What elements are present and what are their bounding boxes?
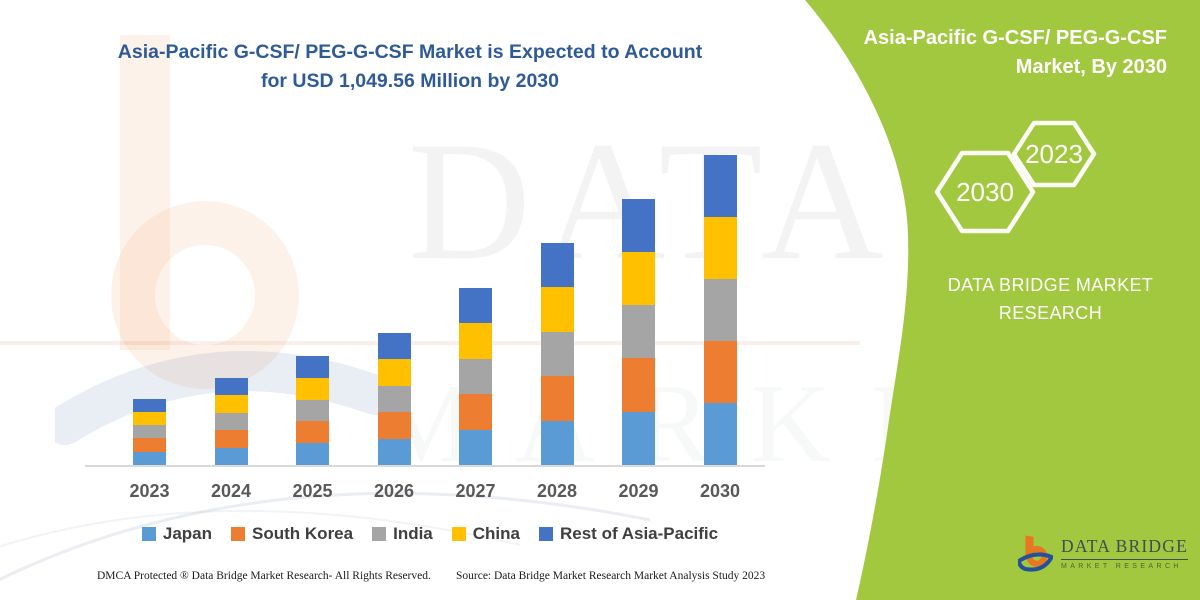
bar-segment-china xyxy=(296,377,329,400)
legend-label: South Korea xyxy=(252,524,354,543)
bar-segment-japan xyxy=(133,451,166,465)
bar-segment-japan xyxy=(459,429,492,465)
bar-segment-south-korea xyxy=(459,394,492,430)
legend-item-japan: Japan xyxy=(141,524,213,544)
chart-title: Asia-Pacific G-CSF/ PEG-G-CSF Market is … xyxy=(95,38,725,97)
panel-brand-text: DATA BRIDGE MARKET RESEARCH xyxy=(928,272,1173,328)
bar-segment-china xyxy=(703,217,737,279)
bar-segment-japan xyxy=(214,447,248,465)
bar-segment-rest-of-asia-pacific xyxy=(133,398,166,412)
bar-segment-china xyxy=(622,251,655,306)
bar-2023 xyxy=(133,398,166,465)
databridge-logo: DATA BRIDGE MARKET RESEARCH xyxy=(1018,524,1188,582)
hexagon-2030-label: 2030 xyxy=(956,177,1014,207)
bar-segment-japan xyxy=(622,411,655,465)
bar-segment-india xyxy=(377,385,411,413)
bar-segment-china xyxy=(377,359,411,386)
chart-legend: Japan South Korea India China Rest of Asia-P… xyxy=(85,521,775,547)
legend-swatch-icon xyxy=(451,527,466,541)
bar-segment-rest-of-asia-pacific xyxy=(377,333,411,360)
bar-segment-china xyxy=(459,323,492,359)
legend-label: India xyxy=(393,524,433,543)
legend-swatch-icon xyxy=(372,527,387,541)
chart-title-line2: for USD 1,049.56 Million by 2030 xyxy=(260,70,560,93)
bar-segment-south-korea xyxy=(540,376,574,421)
bar-segment-india xyxy=(622,305,655,359)
hexagon-2023-icon xyxy=(1011,120,1097,188)
bar-segment-india xyxy=(296,399,329,422)
panel-heading-line2: Market, By 2030 xyxy=(1015,56,1167,78)
databridge-logo-name: DATA BRIDGE xyxy=(1060,536,1188,560)
panel-heading-line1: Asia-Pacific G-CSF/ PEG-G-CSF xyxy=(863,27,1167,49)
x-axis-labels: 2023 2024 2025 2026 2027 2028 2029 2030 xyxy=(85,481,765,505)
databridge-logo-subtext: MARKET RESEARCH xyxy=(1060,563,1182,570)
footer-source: Source: Data Bridge Market Research Mark… xyxy=(456,570,766,582)
panel-brand-line1: DATA BRIDGE MARKET xyxy=(947,275,1154,295)
bar-2027 xyxy=(459,287,492,465)
bar-2025 xyxy=(296,356,329,465)
footer-copyright: DMCA Protected ® Data Bridge Market Rese… xyxy=(97,570,431,582)
x-axis-label-2025: 2025 xyxy=(292,481,333,501)
bar-segment-china xyxy=(540,287,574,332)
databridge-logo-b-icon xyxy=(1018,535,1053,572)
legend-label: Rest of Asia-Pacific xyxy=(560,524,719,543)
bar-segment-japan xyxy=(703,403,737,465)
bar-segment-india xyxy=(133,425,166,439)
bar-segment-rest-of-asia-pacific xyxy=(296,356,329,378)
bar-segment-india xyxy=(540,331,574,377)
legend-swatch-icon xyxy=(231,527,246,541)
legend-item-india: India xyxy=(372,524,433,544)
x-axis-label-2028: 2028 xyxy=(536,481,578,501)
x-axis-label-2030: 2030 xyxy=(699,481,741,501)
bar-2030 xyxy=(703,155,737,465)
bar-segment-south-korea xyxy=(622,358,655,412)
bar-2029 xyxy=(622,198,655,465)
bar-2028 xyxy=(540,243,574,465)
bar-segment-south-korea xyxy=(377,412,411,439)
bar-segment-rest-of-asia-pacific xyxy=(622,198,655,252)
bar-segment-rest-of-asia-pacific xyxy=(459,287,492,323)
x-axis-label-2024: 2024 xyxy=(210,481,252,501)
legend-label: China xyxy=(472,524,520,543)
watermark-band xyxy=(0,341,860,345)
bar-2024 xyxy=(214,378,248,465)
bar-segment-south-korea xyxy=(133,438,166,452)
legend-item-china: China xyxy=(451,524,520,544)
bar-segment-japan xyxy=(540,420,574,465)
year-hexagons: 2030 2023 xyxy=(934,120,1097,234)
legend-swatch-icon xyxy=(141,527,156,541)
bar-segment-south-korea xyxy=(214,430,248,448)
x-axis-label-2027: 2027 xyxy=(455,481,496,501)
bar-segment-india xyxy=(459,358,492,394)
bar-segment-india xyxy=(703,279,737,341)
x-axis-label-2026: 2026 xyxy=(373,481,415,501)
bar-segment-china xyxy=(133,411,166,426)
panel-heading: Asia-Pacific G-CSF/ PEG-G-CSF Market, By… xyxy=(837,24,1167,82)
bar-segment-rest-of-asia-pacific xyxy=(214,378,248,396)
panel-brand-line2: RESEARCH xyxy=(998,302,1103,323)
x-axis-label-2023: 2023 xyxy=(129,481,170,501)
hexagon-2030-icon xyxy=(934,150,1036,234)
bar-segment-south-korea xyxy=(296,421,329,444)
bar-segment-china xyxy=(214,395,248,413)
x-axis-label-2029: 2029 xyxy=(618,481,659,501)
bar-segment-india xyxy=(214,412,248,431)
bar-segment-japan xyxy=(296,443,329,465)
hexagon-2023-label: 2023 xyxy=(1025,139,1083,169)
bar-segment-japan xyxy=(377,438,411,465)
bar-segment-south-korea xyxy=(703,341,737,403)
bar-segment-rest-of-asia-pacific xyxy=(703,155,737,217)
chart-title-line1: Asia-Pacific G-CSF/ PEG-G-CSF Market is … xyxy=(117,41,703,63)
bar-2026 xyxy=(377,333,411,465)
bar-segment-rest-of-asia-pacific xyxy=(540,243,574,288)
legend-item-south-korea: South Korea xyxy=(231,524,353,544)
legend-label: Japan xyxy=(162,524,213,543)
legend-item-rest-of-asia-pacific: Rest of Asia-Pacific xyxy=(539,524,718,544)
stacked-bar-chart xyxy=(85,140,765,467)
legend-swatch-icon xyxy=(539,527,553,541)
